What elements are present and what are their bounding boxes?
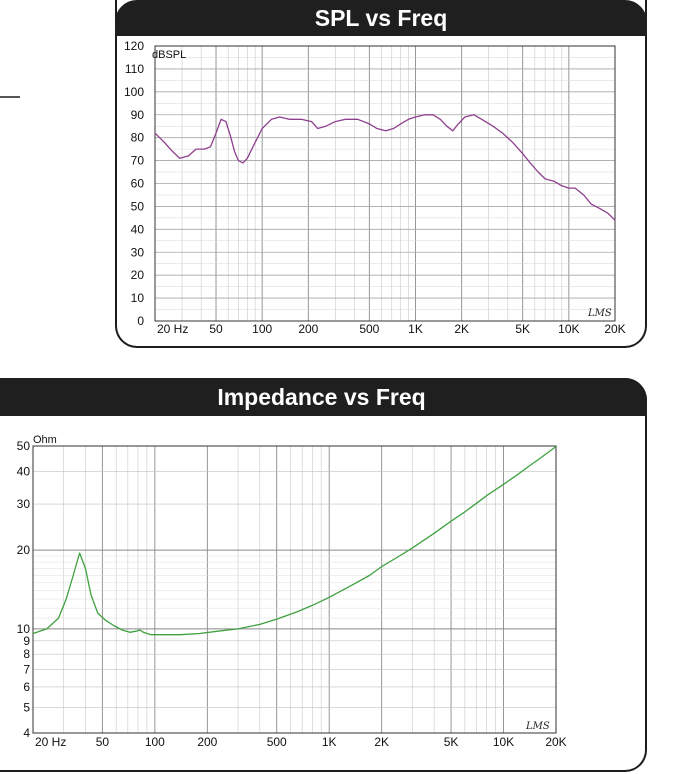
impedance-x-tick-label: 20 Hz (35, 735, 66, 749)
spl-y-tick-label: 70 (131, 154, 145, 168)
impedance-x-tick-label: 200 (197, 735, 217, 749)
impedance-x-tick-label: 10K (493, 735, 514, 749)
impedance-y-tick-label: 9 (23, 634, 30, 648)
impedance-x-tick-label: 5K (444, 735, 459, 749)
side-rule (0, 96, 20, 98)
spl-x-tick-label: 20K (604, 322, 625, 336)
spl-x-tick-label: 50 (209, 322, 223, 336)
spl-plot: 0 10 20 30 40 50 60 70 80 90 100 110 120 20 Hz 50 100 20… (124, 39, 626, 336)
spl-y-tick-label: 100 (124, 85, 144, 99)
spl-series-line (154, 114, 616, 221)
impedance-plot-frame (32, 445, 557, 734)
spl-y-tick-label: 20 (131, 268, 145, 282)
impedance-y-tick-label: 5 (23, 701, 30, 715)
impedance-y-tick-label: 6 (23, 680, 30, 694)
impedance-y-tick-label: 4 (23, 726, 30, 740)
spl-y-tick-label: 40 (131, 222, 145, 236)
spl-lms-logo: LMS (587, 308, 612, 319)
spl-x-tick-label: 200 (298, 322, 318, 336)
spl-x-tick-label: 1K (408, 322, 423, 336)
impedance-y-tick-label: 10 (17, 622, 31, 636)
impedance-plot-area (33, 446, 556, 733)
spl-y-tick-label: 110 (125, 62, 144, 76)
impedance-x-tick-label: 500 (267, 735, 287, 749)
impedance-x-tick-label: 100 (145, 735, 165, 749)
spl-y-tick-label: 80 (131, 131, 145, 145)
impedance-x-tick-label: 1K (322, 735, 337, 749)
impedance-lms-logo: LMS (525, 721, 550, 732)
spl-chart-title: SPL vs Freq (115, 0, 647, 36)
spl-plot-frame (154, 45, 616, 322)
spl-y-tick-label: 10 (131, 291, 145, 305)
spl-y-tick-label: 50 (131, 199, 145, 213)
spl-y-tick-label: 0 (137, 314, 144, 328)
spl-x-tick-label: 5K (515, 322, 530, 336)
impedance-y-tick-label: 7 (23, 662, 30, 676)
spl-y-tick-label: 90 (131, 108, 145, 122)
spl-x-tick-label: 500 (359, 322, 379, 336)
impedance-series-line (32, 445, 557, 636)
spl-x-tick-label: 100 (252, 322, 272, 336)
spl-x-tick-label: 2K (454, 322, 469, 336)
impedance-y-tick-label: 20 (17, 543, 31, 557)
spl-y-axis-unit: dBSPL (152, 49, 186, 61)
impedance-x-tick-label: 20K (545, 735, 566, 749)
spl-y-tick-label: 60 (131, 177, 145, 191)
impedance-y-tick-label: 30 (17, 497, 31, 511)
impedance-y-tick-label: 8 (23, 647, 30, 661)
impedance-x-tick-label: 2K (374, 735, 389, 749)
impedance-y-axis-unit: Ohm (33, 434, 57, 446)
spl-x-tick-label: 20 Hz (157, 322, 188, 336)
impedance-chart-title: Impedance vs Freq (0, 378, 647, 416)
spl-y-tick-label: 120 (124, 39, 144, 53)
impedance-y-tick-label: 40 (17, 464, 31, 478)
impedance-y-tick-label: 50 (17, 439, 31, 453)
spl-y-tick-label: 30 (131, 245, 145, 259)
spl-x-tick-label: 10K (558, 322, 579, 336)
impedance-x-tick-label: 50 (96, 735, 110, 749)
